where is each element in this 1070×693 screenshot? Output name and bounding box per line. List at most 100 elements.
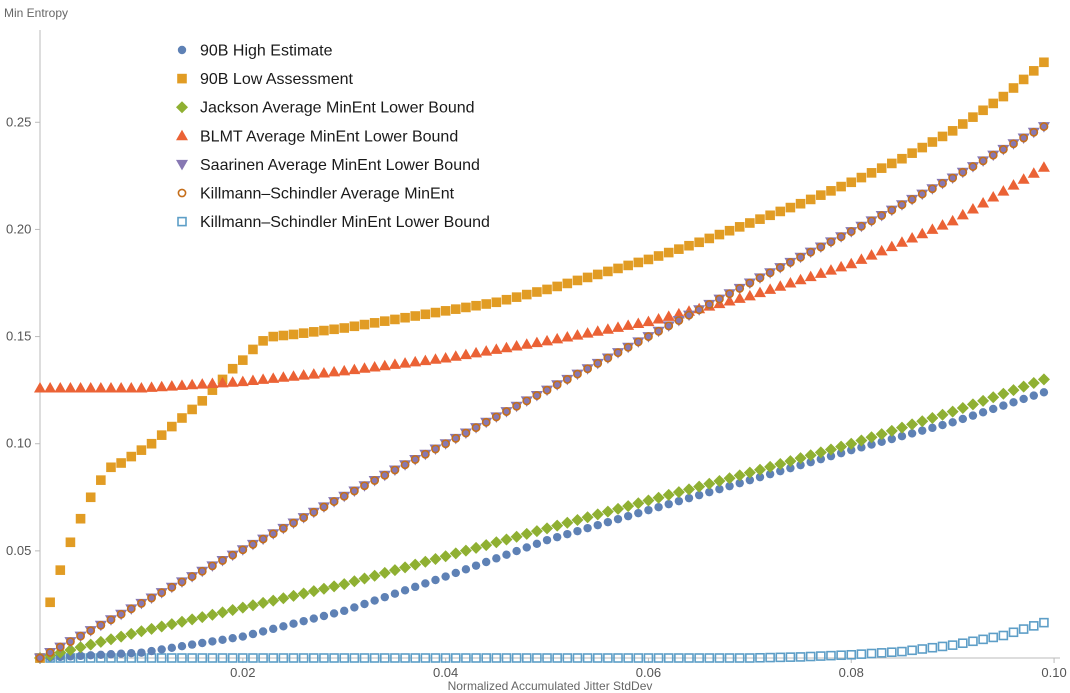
- data-point: [248, 629, 258, 639]
- data-point: [156, 653, 167, 663]
- data-point: [167, 421, 177, 432]
- x-tick-label: 0.06: [636, 665, 661, 680]
- data-point: [936, 219, 949, 230]
- data-point: [552, 532, 562, 542]
- data-point: [307, 585, 320, 598]
- data-point: [571, 329, 584, 340]
- data-point: [743, 289, 756, 301]
- data-point: [968, 162, 978, 171]
- data-point: [349, 486, 359, 496]
- data-point: [420, 653, 431, 663]
- data-point: [561, 331, 574, 342]
- data-point: [764, 460, 777, 473]
- data-point: [946, 405, 959, 418]
- data-point: [450, 304, 461, 314]
- data-point: [907, 148, 917, 158]
- data-point: [1008, 83, 1019, 93]
- data-point: [45, 648, 55, 657]
- data-point: [776, 466, 785, 476]
- data-point: [328, 580, 341, 593]
- data-point: [74, 641, 87, 654]
- data-point: [897, 153, 907, 164]
- data-point: [1018, 74, 1029, 85]
- legend-label: BLMT Average MinEnt Lower Bound: [200, 128, 458, 145]
- data-point: [116, 609, 126, 619]
- data-point: [937, 131, 948, 142]
- data-point: [755, 214, 765, 224]
- data-point: [379, 653, 390, 663]
- data-point: [218, 635, 227, 644]
- data-point: [622, 500, 635, 513]
- data-point: [502, 550, 511, 559]
- data-point: [216, 606, 229, 619]
- data-point: [877, 437, 886, 446]
- data-point: [268, 331, 279, 342]
- data-point: [674, 316, 684, 325]
- data-point: [187, 640, 197, 649]
- data-point: [966, 202, 979, 214]
- data-point: [137, 648, 146, 657]
- data-point: [1027, 167, 1040, 178]
- data-point: [218, 556, 227, 565]
- data-point: [805, 651, 816, 662]
- data-point: [988, 632, 999, 643]
- data-point: [297, 587, 310, 600]
- data-point: [410, 653, 421, 663]
- data-point: [593, 520, 602, 530]
- data-point: [704, 233, 715, 244]
- legend-marker: [176, 101, 188, 114]
- data-point: [146, 438, 157, 449]
- data-point: [876, 648, 887, 658]
- data-point: [674, 244, 684, 254]
- data-point: [368, 361, 381, 372]
- data-point: [846, 227, 856, 236]
- data-point: [451, 433, 461, 443]
- data-point: [75, 513, 86, 524]
- data-point: [338, 364, 351, 376]
- data-point: [988, 150, 998, 160]
- data-point: [125, 382, 138, 393]
- data-point: [947, 126, 958, 136]
- data-point: [197, 396, 208, 406]
- data-point: [794, 452, 807, 465]
- data-point: [1017, 380, 1030, 393]
- data-point: [897, 432, 907, 441]
- data-point: [278, 653, 289, 663]
- data-point: [491, 297, 502, 308]
- data-point: [644, 332, 653, 341]
- data-point: [581, 511, 594, 524]
- data-point: [723, 472, 736, 485]
- data-point: [491, 653, 502, 663]
- data-point: [694, 305, 704, 315]
- data-point: [632, 497, 645, 510]
- data-point: [735, 283, 745, 293]
- data-point: [441, 439, 451, 449]
- data-point: [268, 653, 279, 663]
- y-ticks: 0.05 0.10 0.15 0.20 0.25: [6, 114, 40, 558]
- data-point: [926, 412, 939, 424]
- data-point: [106, 650, 116, 659]
- data-point: [349, 321, 360, 332]
- data-point: [420, 309, 431, 320]
- x-axis-label: Normalized Accumulated Jitter StdDev: [448, 679, 653, 693]
- data-point: [450, 653, 461, 663]
- data-point: [471, 423, 481, 433]
- legend-item: Killmann–Schindler Average MinEnt: [177, 186, 455, 203]
- data-point: [927, 642, 938, 653]
- data-point: [966, 398, 979, 411]
- data-point: [34, 382, 46, 393]
- data-point: [419, 555, 432, 568]
- data-point: [55, 565, 66, 575]
- data-point: [532, 539, 542, 548]
- data-point: [653, 251, 664, 261]
- data-point: [897, 646, 907, 657]
- data-point: [948, 418, 957, 427]
- data-point: [329, 324, 339, 335]
- data-point: [714, 229, 725, 240]
- data-point: [836, 448, 846, 458]
- data-point: [946, 214, 959, 226]
- data-point: [470, 346, 483, 358]
- data-point: [794, 273, 807, 285]
- x-tick-label: 0.08: [839, 665, 864, 680]
- data-point: [805, 194, 816, 205]
